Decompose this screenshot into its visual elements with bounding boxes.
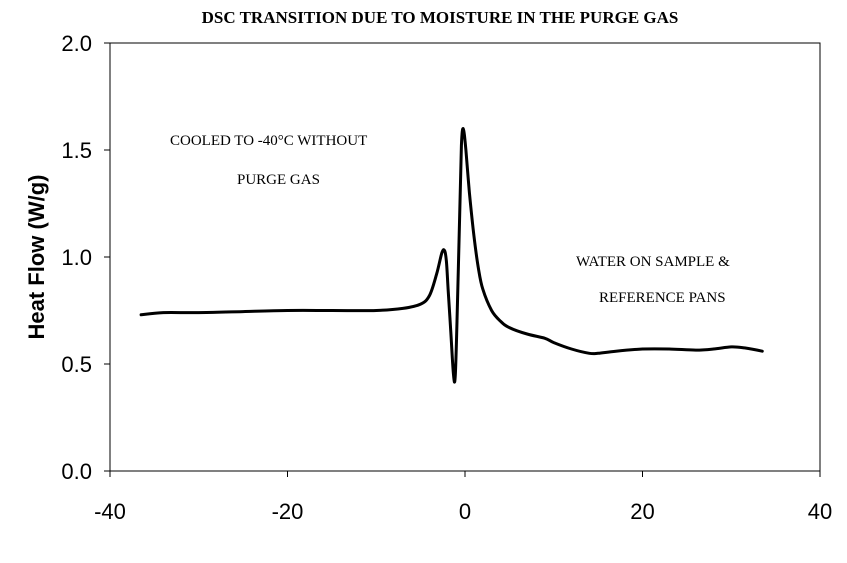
annotation-cooled-line-1: COOLED TO -40°C WITHOUT: [170, 133, 367, 149]
y-tick-label-4: 2.0: [61, 31, 92, 56]
annotation-cooled-line-2: PURGE GAS: [237, 172, 320, 188]
x-tick-label-4: 40: [808, 499, 832, 524]
chart-title: DSC TRANSITION DUE TO MOISTURE IN THE PU…: [202, 8, 679, 27]
x-tick-label-2: 0: [459, 499, 471, 524]
x-tick-label-3: 20: [630, 499, 654, 524]
y-tick-label-1: 0.5: [61, 352, 92, 377]
x-tick-label-1: -20: [272, 499, 304, 524]
x-axis-ticks: -40 -20 0 20 40: [94, 471, 832, 524]
heat-flow-series-line: [139, 127, 764, 384]
y-tick-label-0: 0.0: [61, 459, 92, 484]
y-tick-label-3: 1.5: [61, 138, 92, 163]
y-axis-ticks: 0.0 0.5 1.0 1.5 2.0: [61, 31, 110, 484]
y-axis-label: Heat Flow (W/g): [24, 175, 49, 340]
annotation-water-line-1: WATER ON SAMPLE &: [576, 254, 730, 270]
x-tick-label-0: -40: [94, 499, 126, 524]
annotation-water-line-2: REFERENCE PANS: [599, 290, 726, 306]
y-tick-label-2: 1.0: [61, 245, 92, 270]
